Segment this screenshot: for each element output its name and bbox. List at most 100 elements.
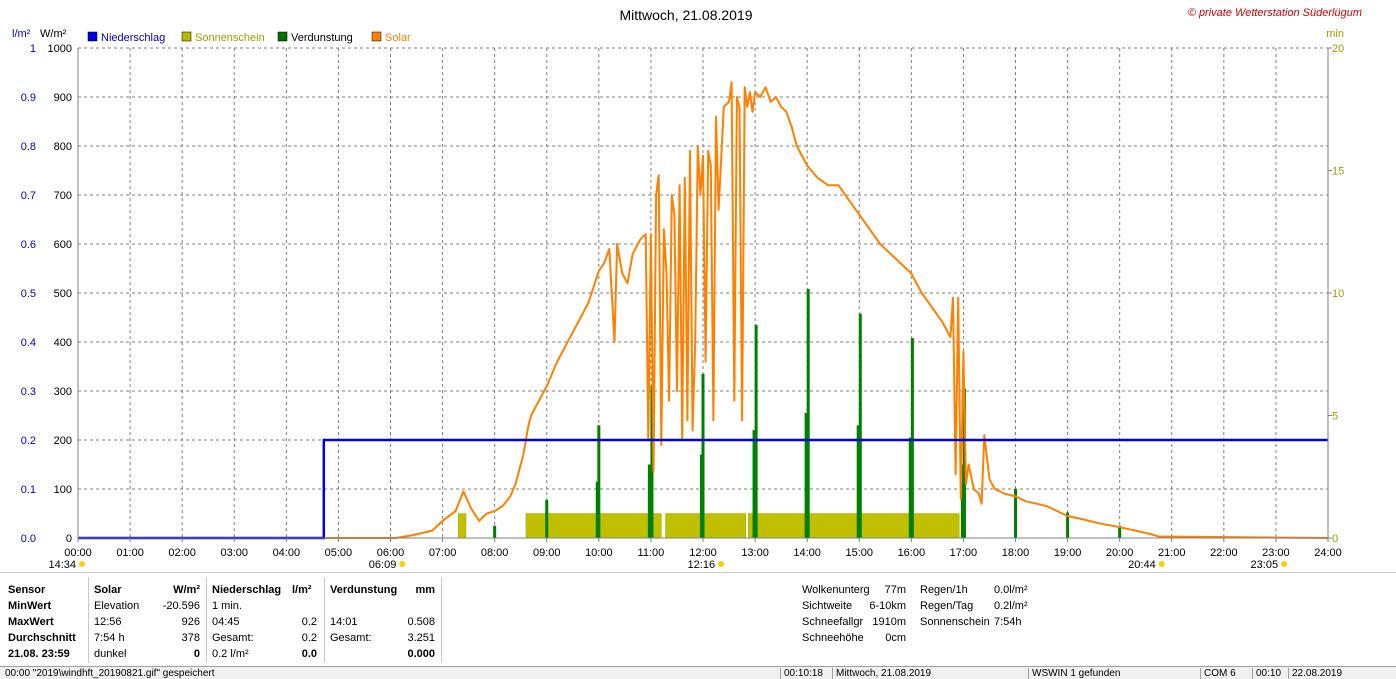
verdunstung-bar xyxy=(962,388,966,538)
x-tick-label: 15:00 xyxy=(845,547,873,559)
verdunstung-bar xyxy=(752,430,756,538)
verdunstung-bar xyxy=(1118,525,1122,538)
x-tick-label: 16:00 xyxy=(898,547,926,559)
y-left-outer-tick-label: 0 xyxy=(66,533,72,545)
legend-swatch xyxy=(181,31,192,42)
legend-label: Sonnenschein xyxy=(195,32,265,44)
verdunstung-bar xyxy=(754,324,758,538)
y-left-outer-tick-label: 700 xyxy=(54,190,72,202)
y-left-inner-tick-label: 0.7 xyxy=(21,190,36,202)
y-left-inner-tick-label: 0.4 xyxy=(21,337,36,349)
status-time2: 00:10 xyxy=(1252,668,1284,679)
chart-title: Mittwoch, 21.08.2019 xyxy=(619,7,752,23)
sonnenschein-block xyxy=(525,513,662,539)
rain-label: Sonnenschein xyxy=(920,616,990,628)
stat-nieder-b: 0.0 xyxy=(301,648,317,660)
marker-dot xyxy=(718,561,725,567)
separator xyxy=(441,577,442,663)
stat-solar-a: 7:54 h xyxy=(94,632,125,644)
x-tick-label: 06:00 xyxy=(377,547,405,559)
rain-label: Regen/1h xyxy=(920,584,968,596)
x-tick-label: 18:00 xyxy=(1002,547,1030,559)
weather-label: Schneefallgr xyxy=(802,616,864,628)
y-left-outer-tick-label: 600 xyxy=(54,239,72,251)
stat-verd-a: 14:01 xyxy=(330,616,358,628)
y-left-inner-tick-label: 0.5 xyxy=(21,288,36,300)
status-wswin: WSWIN 1 gefunden xyxy=(1028,668,1123,679)
marker-label: 23:05 xyxy=(1251,559,1279,571)
verdunstung-series xyxy=(493,289,1122,538)
weather-label: Sichtweite xyxy=(802,600,853,612)
x-tick-label: 09:00 xyxy=(533,547,561,559)
rain-label: Regen/Tag xyxy=(920,600,974,612)
stat-row-label: MinWert xyxy=(8,600,52,612)
x-tick-label: 24:00 xyxy=(1314,547,1342,559)
stat-verd-b: 0.508 xyxy=(407,616,435,628)
y-left-inner-tick-label: 0.9 xyxy=(21,92,36,104)
y-left-inner-tick-label: 0.2 xyxy=(21,435,36,447)
x-tick-label: 22:00 xyxy=(1210,547,1238,559)
stat-verd-a: Gesamt: xyxy=(330,632,372,644)
x-tick-label: 14:00 xyxy=(793,547,821,559)
legend: Niederschlag Sonnenschein Verdunstung Solar xyxy=(87,31,411,44)
y-right-tick-label: 15 xyxy=(1332,166,1344,178)
verdunstung-bar xyxy=(908,437,912,538)
y-left-outer-unit: W/m² xyxy=(40,28,67,40)
separator xyxy=(88,577,89,663)
marker-dot xyxy=(79,561,85,567)
verdunstung-bar xyxy=(806,289,810,538)
legend-swatch xyxy=(87,31,98,42)
x-tick-label: 03:00 xyxy=(220,547,248,559)
y-left-inner-tick-label: 0.1 xyxy=(21,484,36,496)
header-verdunstung: Verdunstung xyxy=(330,584,398,596)
stat-row-label: MaxWert xyxy=(8,616,54,628)
solar-line xyxy=(78,81,1329,539)
verdunstung-bar xyxy=(647,464,651,538)
legend-label: Solar xyxy=(385,32,411,44)
x-tick-label: 02:00 xyxy=(168,547,196,559)
axes: 0.00.10.20.30.40.50.60.70.80.91010020030… xyxy=(12,28,1344,571)
marker-label: 12:16 xyxy=(688,559,716,571)
status-date: Mittwoch, 21.08.2019 xyxy=(832,668,934,679)
weather-chart: 0.00.10.20.30.40.50.60.70.80.91010020030… xyxy=(12,7,1362,571)
x-tick-label: 08:00 xyxy=(481,547,509,559)
stat-solar-b: 0 xyxy=(193,648,200,660)
y-right-unit: min xyxy=(1326,28,1344,40)
stat-verd-b: 3.251 xyxy=(407,632,435,644)
header-sensor: Sensor xyxy=(8,584,46,596)
legend-swatch xyxy=(277,31,288,42)
header-solar: Solar xyxy=(94,584,122,596)
y-left-outer-tick-label: 800 xyxy=(54,141,72,153)
verdunstung-bar xyxy=(699,454,703,538)
x-tick-label: 00:00 xyxy=(64,547,92,559)
weather-value: 1910m xyxy=(872,616,906,628)
verdunstung-bar xyxy=(595,481,599,538)
verdunstung-bar xyxy=(858,313,862,538)
y-right-tick-label: 10 xyxy=(1332,288,1344,300)
stat-solar-b: 926 xyxy=(181,616,200,628)
header-niederschlag: Niederschlag xyxy=(212,584,282,596)
verdunstung-bar xyxy=(910,338,914,538)
separator xyxy=(206,577,207,663)
x-tick-label: 05:00 xyxy=(325,547,353,559)
y-right-tick-label: 20 xyxy=(1332,43,1344,55)
marker-dot xyxy=(1158,561,1165,567)
marker-label: 14:34 xyxy=(48,559,76,571)
stat-row-label: Durchschnitt xyxy=(8,632,76,644)
x-tick-label: 12:00 xyxy=(689,547,717,559)
weather-value: 77m xyxy=(884,584,906,596)
stat-nieder-b: 0.2 xyxy=(301,616,317,628)
status-time: 00:10:18 xyxy=(780,668,826,679)
status-bar: 00:00 "2019\windhft_20190821.gif" gespei… xyxy=(0,666,1396,679)
stat-nieder-a: Gesamt: xyxy=(212,632,254,644)
weather-label: Wolkenunterg xyxy=(802,584,870,596)
header-verdunstung-unit: mm xyxy=(415,584,435,596)
marker-dot xyxy=(1281,561,1288,567)
stat-nieder-a: 0.2 l/m² xyxy=(212,648,249,660)
verdunstung-bar xyxy=(701,373,705,538)
verdunstung-bar xyxy=(856,425,860,538)
stat-solar-b: 378 xyxy=(181,632,200,644)
verdunstung-bar xyxy=(597,425,601,538)
y-left-inner-tick-label: 0.8 xyxy=(21,141,36,153)
x-tick-label: 01:00 xyxy=(116,547,144,559)
